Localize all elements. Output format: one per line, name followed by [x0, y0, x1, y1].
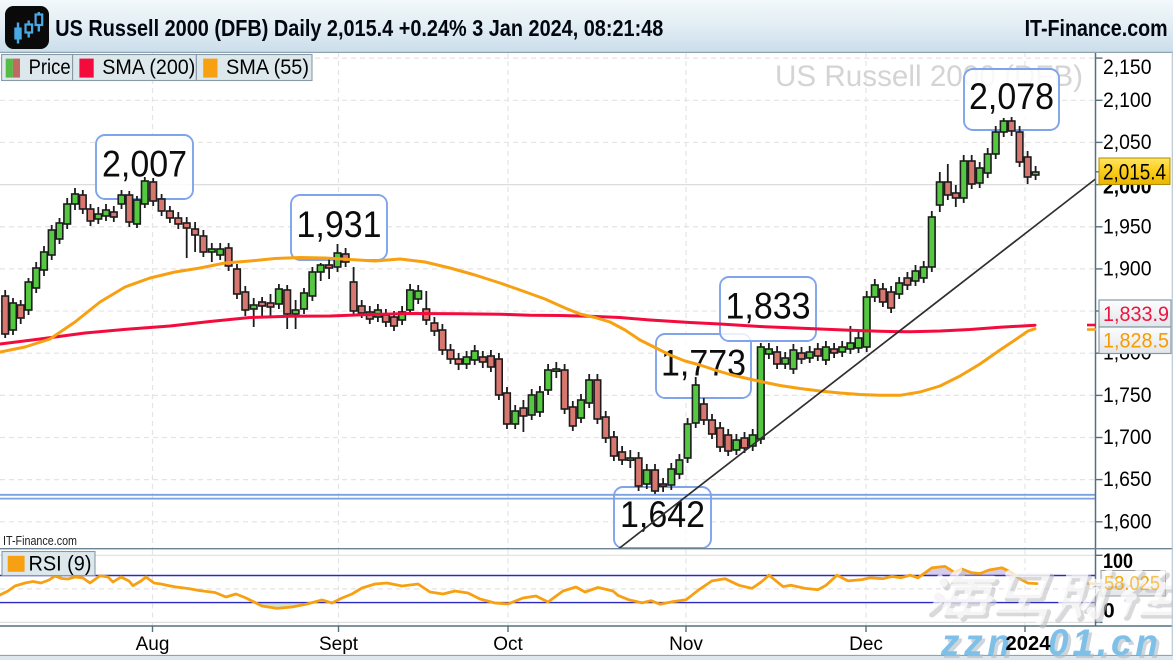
- svg-text:1,900: 1,900: [1103, 257, 1152, 280]
- svg-text:zzn: zzn: [940, 622, 1010, 660]
- svg-text:01.cn: 01.cn: [1048, 622, 1158, 660]
- svg-text:Oct: Oct: [493, 634, 523, 655]
- svg-text:2024: 2024: [1006, 632, 1052, 655]
- svg-text:2,015.4: 2,015.4: [1103, 160, 1166, 185]
- svg-text:2,150: 2,150: [1103, 56, 1152, 79]
- svg-text:1,931: 1,931: [297, 204, 382, 245]
- svg-text:1,600: 1,600: [1103, 510, 1152, 533]
- svg-text:2,100: 2,100: [1103, 89, 1152, 112]
- svg-text:Sept: Sept: [319, 634, 359, 655]
- svg-text:1,773: 1,773: [661, 343, 746, 384]
- svg-text:IT-Finance.com: IT-Finance.com: [1025, 15, 1168, 41]
- svg-text:SMA (55): SMA (55): [226, 56, 309, 79]
- svg-text:1,828.5: 1,828.5: [1103, 330, 1169, 353]
- svg-text:1,700: 1,700: [1103, 426, 1152, 449]
- svg-text:IT-Finance.com: IT-Finance.com: [3, 533, 77, 548]
- svg-text:1,950: 1,950: [1103, 215, 1152, 238]
- svg-text:1,650: 1,650: [1103, 468, 1152, 491]
- svg-text:RSI (9): RSI (9): [29, 553, 92, 576]
- svg-text:2,050: 2,050: [1103, 131, 1152, 154]
- svg-text:Price: Price: [29, 56, 71, 79]
- svg-text:Dec: Dec: [849, 634, 883, 655]
- svg-text:US Russell 2000 (DFB) Daily 2,: US Russell 2000 (DFB) Daily 2,015.4 +0.2…: [55, 15, 663, 41]
- svg-text:Nov: Nov: [669, 634, 703, 655]
- svg-text:58.025: 58.025: [1104, 573, 1160, 595]
- svg-text:1,750: 1,750: [1103, 384, 1152, 407]
- svg-text:1,833.9: 1,833.9: [1103, 303, 1169, 326]
- svg-text:SMA (200): SMA (200): [102, 56, 195, 79]
- svg-text:1,833: 1,833: [726, 286, 811, 327]
- svg-text:Aug: Aug: [136, 634, 170, 655]
- svg-text:2,078: 2,078: [969, 76, 1054, 117]
